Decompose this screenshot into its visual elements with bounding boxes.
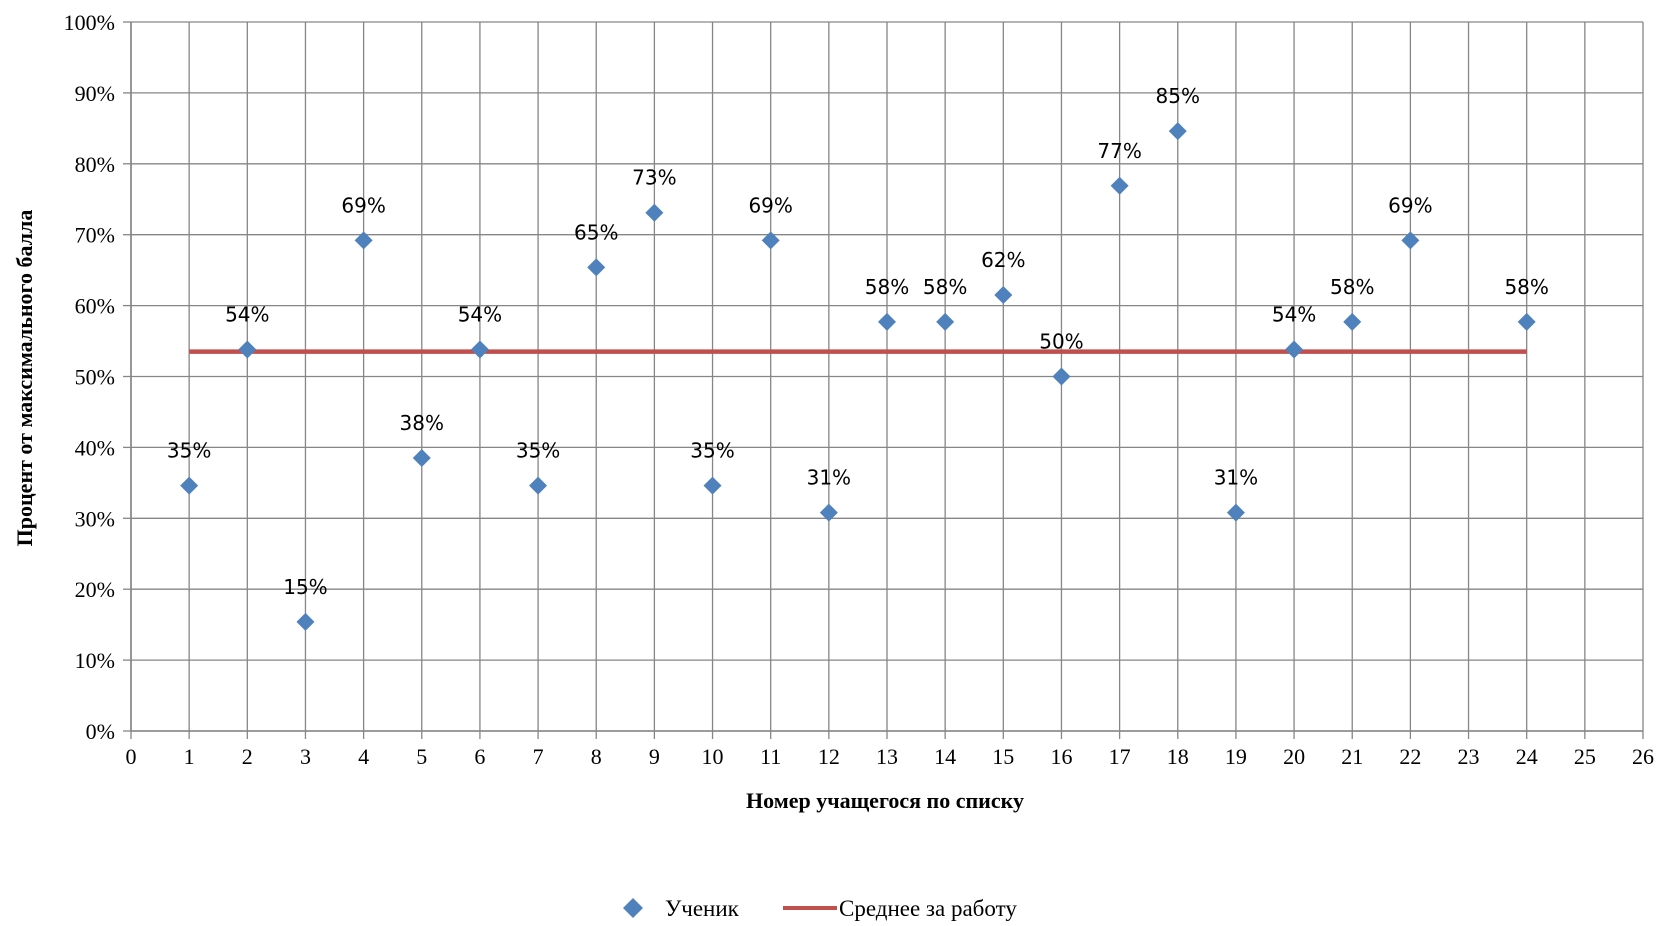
data-point: [529, 476, 548, 495]
data-point: [761, 231, 780, 250]
data-labels-layer: 35% 54% 15% 69% 38% 54% 35% 65% 73% 35% 69% 31% 58% 5…: [167, 84, 1549, 599]
y-tick-label: 60%: [75, 294, 115, 319]
data-point: [412, 449, 431, 468]
data-label: 38%: [400, 411, 444, 435]
y-tick-label: 20%: [75, 577, 115, 602]
data-label: 58%: [865, 275, 909, 299]
data-label: 15%: [283, 575, 327, 599]
data-point: [645, 203, 664, 222]
x-tick-label: 23: [1458, 744, 1480, 769]
x-tick-label: 9: [649, 744, 660, 769]
x-tick-label: 13: [876, 744, 898, 769]
y-tick-label: 100%: [64, 10, 115, 35]
data-point: [1052, 367, 1071, 386]
data-point: [878, 312, 896, 331]
data-label: 54%: [458, 303, 502, 327]
x-tick-label: 14: [934, 744, 956, 769]
x-tick-label: 2: [242, 744, 253, 769]
data-point: [1517, 312, 1536, 331]
data-point: [470, 340, 489, 359]
data-label: 58%: [1330, 275, 1374, 299]
x-tick-label: 18: [1167, 744, 1189, 769]
points-layer: [180, 122, 1536, 631]
x-tick-label: 21: [1341, 744, 1363, 769]
data-label: 69%: [341, 193, 385, 217]
x-tick-label: 12: [818, 744, 840, 769]
x-tick-label: 20: [1283, 744, 1305, 769]
data-point: [819, 503, 838, 522]
y-tick-label: 50%: [75, 365, 115, 390]
y-tick-label: 40%: [75, 435, 115, 460]
data-label: 69%: [748, 193, 792, 217]
data-label: 35%: [516, 439, 560, 463]
data-point: [587, 258, 606, 277]
legend-label-student: Ученик: [665, 896, 740, 921]
data-label: 58%: [923, 275, 967, 299]
x-tick-label: 1: [184, 744, 195, 769]
data-point: [1343, 312, 1362, 331]
x-tick-label: 8: [591, 744, 602, 769]
data-label: 35%: [690, 439, 734, 463]
data-point: [1226, 503, 1245, 522]
y-tick-label: 90%: [75, 81, 115, 106]
data-point: [1401, 231, 1420, 250]
data-label: 62%: [981, 248, 1025, 272]
y-tick-labels: 0% 10% 20% 30% 40% 50% 60% 70% 80% 90% 100%: [64, 10, 115, 744]
x-axis-title: Номер учащегося по списку: [746, 788, 1024, 813]
y-tick-label: 70%: [75, 223, 115, 248]
data-label: 69%: [1388, 193, 1432, 217]
x-tick-labels: 0 1 2 3 4 5 6 7 8 9 10 11 12 13 14 15 16 17 18 19 20 21 22 23 24…: [126, 744, 1655, 769]
y-axis-title: Процент от максимального балла: [12, 210, 37, 547]
y-tick-label: 30%: [75, 506, 115, 531]
data-label: 35%: [167, 439, 211, 463]
x-tick-label: 26: [1632, 744, 1654, 769]
data-label: 54%: [225, 303, 269, 327]
data-point: [238, 340, 257, 359]
data-label: 85%: [1156, 84, 1200, 108]
data-label: 31%: [1214, 466, 1258, 490]
x-tick-label: 6: [474, 744, 485, 769]
x-tick-label: 19: [1225, 744, 1247, 769]
data-point: [354, 231, 373, 250]
data-label: 65%: [574, 220, 618, 244]
data-point: [994, 285, 1013, 304]
data-point: [180, 476, 199, 495]
y-tick-label: 10%: [75, 648, 115, 673]
data-point: [1110, 176, 1129, 195]
x-tick-label: 3: [300, 744, 311, 769]
legend-label-average: Среднее за работу: [839, 896, 1017, 921]
x-tick-label: 4: [358, 744, 369, 769]
data-label: 54%: [1272, 303, 1316, 327]
data-label: 31%: [807, 466, 851, 490]
data-label: 77%: [1097, 139, 1141, 163]
data-point: [1168, 122, 1187, 141]
x-tick-label: 24: [1516, 744, 1538, 769]
data-point: [703, 476, 722, 495]
x-tick-label: 5: [416, 744, 427, 769]
x-tick-label: 11: [760, 744, 781, 769]
axes: [123, 21, 1644, 739]
y-tick-label: 0%: [86, 719, 115, 744]
legend: Ученик Среднее за работу: [623, 896, 1017, 921]
data-label: 50%: [1039, 330, 1083, 354]
y-tick-label: 80%: [75, 152, 115, 177]
x-tick-label: 0: [126, 744, 137, 769]
data-label: 73%: [632, 166, 676, 190]
x-tick-label: 22: [1399, 744, 1421, 769]
data-point: [296, 612, 315, 631]
x-tick-label: 7: [533, 744, 544, 769]
data-point: [1285, 340, 1304, 359]
data-point: [936, 312, 955, 331]
grid: [130, 21, 1644, 732]
x-tick-label: 10: [702, 744, 724, 769]
data-label: 58%: [1504, 275, 1548, 299]
legend-marker-student: [623, 898, 643, 918]
x-tick-label: 15: [992, 744, 1014, 769]
x-tick-label: 17: [1109, 744, 1131, 769]
x-tick-label: 16: [1050, 744, 1072, 769]
x-tick-label: 25: [1574, 744, 1596, 769]
